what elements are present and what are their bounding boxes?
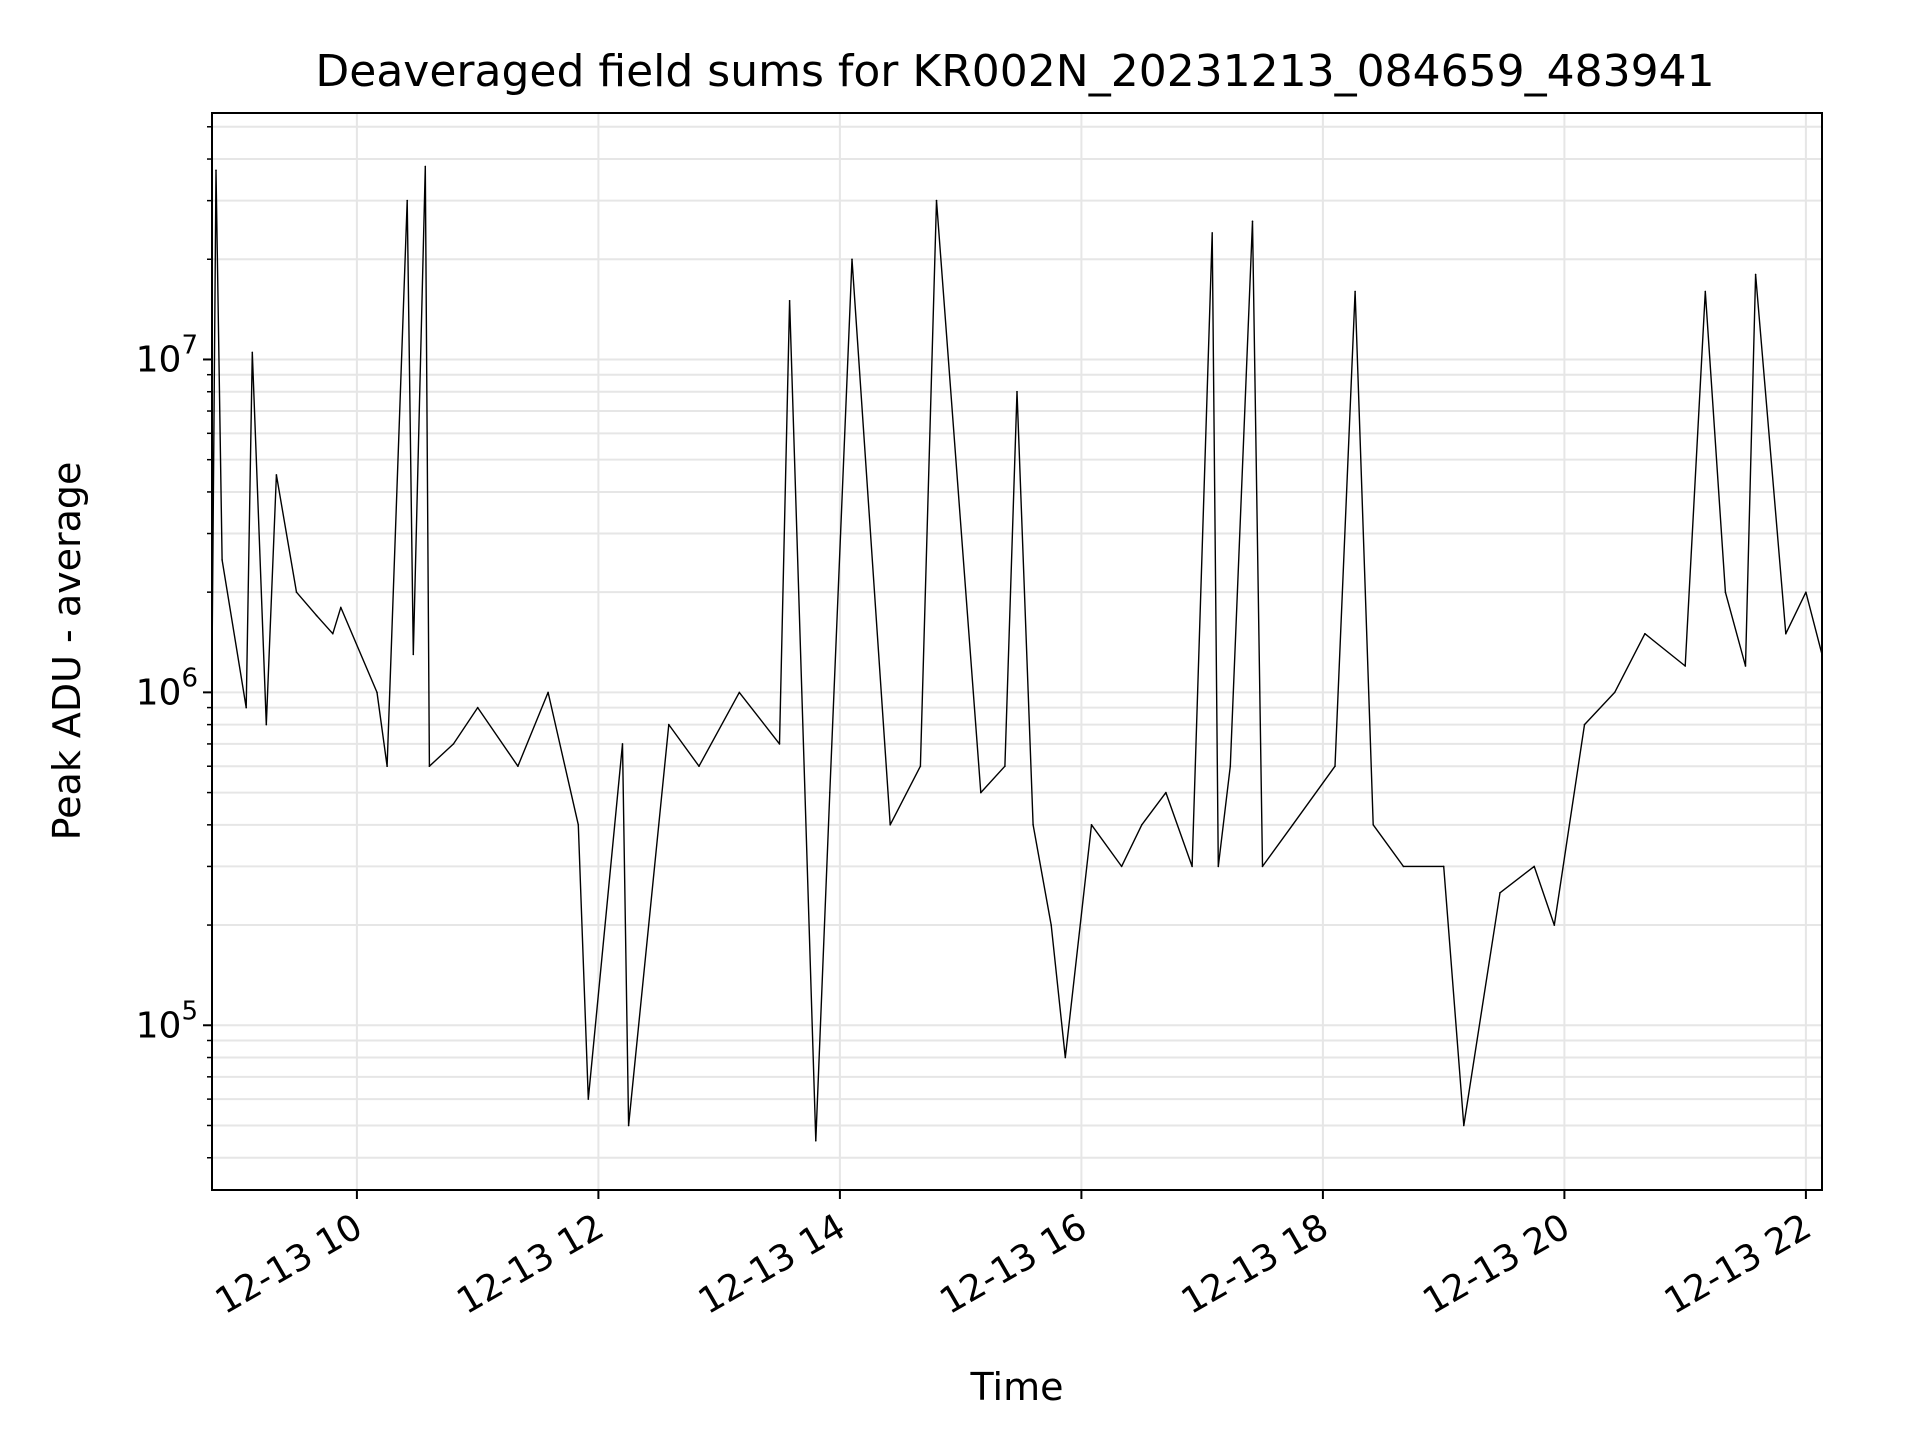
data-point (621, 743, 624, 745)
data-point (1211, 232, 1213, 234)
data-point (1744, 665, 1747, 667)
data-point (1805, 591, 1807, 593)
data-point (935, 199, 938, 202)
data-point (428, 765, 431, 767)
y-axis-label: Peak ADU - average (45, 462, 89, 841)
data-point (1724, 591, 1727, 593)
data-point (251, 351, 254, 354)
data-point (1442, 865, 1445, 868)
data-point (668, 723, 670, 726)
data-point (1644, 632, 1646, 635)
data-point (315, 614, 318, 617)
data-point (1754, 273, 1757, 276)
plot-frame (211, 112, 1823, 1191)
data-point (1032, 824, 1034, 826)
data-point (815, 1139, 817, 1142)
data-point (1141, 824, 1143, 826)
data-point (851, 258, 853, 261)
data-point (1402, 865, 1405, 868)
x-axis-label: Time (970, 1365, 1064, 1409)
data-point (215, 169, 217, 172)
data-point (275, 474, 278, 476)
data-series (211, 165, 1823, 1142)
data-point (1499, 892, 1501, 894)
data-point (265, 723, 268, 726)
data-point (889, 824, 891, 826)
data-point (627, 1124, 630, 1127)
data-point (1583, 723, 1586, 726)
data-point (1704, 290, 1707, 293)
data-point (738, 691, 741, 694)
data-point (1261, 865, 1264, 868)
data-point (1533, 865, 1535, 868)
data-point (587, 1098, 590, 1100)
y-tick-exponent: 6 (181, 663, 198, 693)
data-point (1191, 865, 1193, 868)
y-tick-base: 10 (136, 1005, 182, 1046)
data-point (406, 199, 409, 202)
data-point (1785, 632, 1787, 635)
y-tick-label: 105 (136, 996, 198, 1046)
y-tick-exponent: 5 (181, 996, 198, 1026)
data-point (1050, 924, 1052, 926)
data-point (1334, 765, 1336, 767)
data-point (1165, 791, 1167, 794)
y-tick-label: 107 (136, 330, 198, 380)
data-point (980, 791, 982, 794)
grid (212, 113, 1822, 1190)
data-point (452, 743, 455, 745)
data-point (1463, 1124, 1465, 1127)
data-point (1217, 865, 1220, 868)
data-point (1229, 765, 1232, 767)
data-point (332, 632, 334, 635)
data-point (1354, 290, 1356, 293)
data-point (412, 653, 415, 656)
data-point (517, 765, 519, 767)
data-point (829, 791, 831, 794)
data-point (547, 691, 549, 694)
data-point (778, 743, 781, 745)
data-point (1004, 765, 1006, 767)
data-point (698, 765, 700, 767)
data-point (295, 591, 298, 593)
data-point (340, 606, 342, 609)
data-point (1090, 824, 1093, 826)
chart-title: Deaveraged field sums for KR002N_2023121… (315, 46, 1714, 97)
data-point (424, 165, 427, 168)
data-point (788, 300, 791, 302)
y-tick-base: 10 (136, 339, 182, 380)
data-point (376, 691, 378, 694)
data-point (1064, 1056, 1067, 1059)
data-point (1684, 665, 1686, 667)
data-point (1372, 824, 1374, 826)
y-tick-label: 106 (136, 663, 198, 713)
data-point (1016, 390, 1018, 393)
y-tick-exponent: 7 (181, 330, 198, 360)
data-point (221, 559, 223, 561)
data-point (1553, 924, 1556, 926)
y-tick-base: 10 (136, 672, 182, 713)
data-point (1251, 220, 1254, 223)
data-point (245, 706, 247, 709)
data-point (386, 765, 388, 767)
data-point (1291, 824, 1294, 826)
data-point (577, 824, 580, 826)
data-point (919, 765, 922, 767)
data-point (1120, 865, 1123, 868)
data-point (476, 706, 479, 709)
data-point (1613, 691, 1616, 694)
